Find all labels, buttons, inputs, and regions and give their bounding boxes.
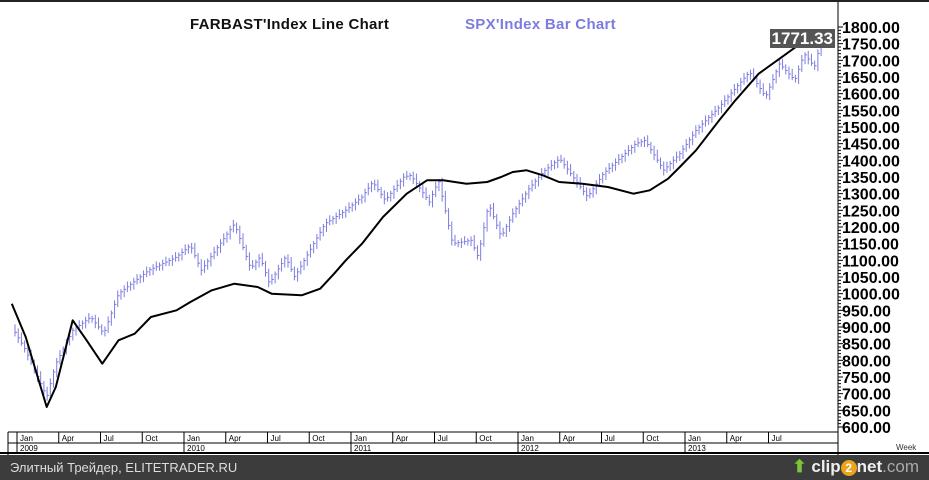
line-series-title: FARBAST'Index Line Chart (190, 16, 390, 33)
y-tick-label: 1450.00 (842, 137, 900, 154)
y-tick-label: 1650.00 (842, 70, 900, 87)
y-tick-label: 1000.00 (842, 287, 900, 304)
y-tick-label: 750.00 (842, 370, 891, 387)
y-tick-label: 800.00 (842, 353, 891, 370)
x-year-label: 2009 (20, 444, 38, 453)
y-tick-label: 700.00 (842, 387, 891, 404)
y-tick-label: 650.00 (842, 403, 891, 420)
x-year-label: 2012 (521, 444, 539, 453)
y-tick-label: 1500.00 (842, 120, 900, 137)
chart-frame: 1800.00 1750.00 1700.00 1650.00 1600.00 1550.… (0, 0, 929, 455)
x-tick-label: Jan (521, 434, 534, 443)
x-tick-label: Jan (354, 434, 367, 443)
x-tick-label: Apr (730, 434, 743, 443)
y-tick-label: 1800.00 (842, 20, 900, 37)
x-tick-label: Jan (187, 434, 200, 443)
x-tick-label: Jan (688, 434, 701, 443)
y-tick-label: 1300.00 (842, 187, 900, 204)
x-period-label: Week (896, 443, 917, 452)
y-tick-label: 850.00 (842, 337, 891, 354)
y-tick-label: 1050.00 (842, 270, 900, 287)
y-tick-label: 1700.00 (842, 53, 900, 70)
clip2net-logo: ⬆ clip 2 net.com (792, 457, 919, 476)
x-year-label: 2010 (187, 444, 205, 453)
x-tick-label: Jul (438, 434, 448, 443)
x-year-label: 2011 (354, 444, 372, 453)
y-tick-label: 900.00 (842, 320, 891, 337)
y-tick-label: 1200.00 (842, 220, 900, 237)
x-tick-label: Apr (229, 434, 242, 443)
x-tick-label: Jul (271, 434, 281, 443)
y-tick-label: 1100.00 (842, 253, 899, 270)
source-text: Элитный Трейдер, ELITETRADER.RU (10, 460, 238, 475)
x-tick-label: Oct (479, 434, 492, 443)
x-tick-label: Oct (145, 434, 158, 443)
y-tick-label: 1750.00 (842, 37, 900, 54)
x-year-label: 2013 (688, 444, 706, 453)
y-tick-label: 600.00 (842, 420, 891, 437)
last-value-label: 1771.33 (769, 29, 835, 48)
y-tick-label: 1400.00 (842, 153, 900, 170)
upload-arrow-icon: ⬆ (792, 457, 807, 476)
x-tick-label: Jul (104, 434, 114, 443)
y-tick-label: 1250.00 (842, 203, 900, 220)
x-tick-label: Jan (20, 434, 33, 443)
x-tick-label: Apr (62, 434, 75, 443)
y-tick-label: 1600.00 (842, 87, 900, 104)
x-tick-label: Jul (605, 434, 615, 443)
chart-svg: 1800.001750.001700.001650.001600.001550.… (0, 2, 929, 455)
x-tick-label: Apr (563, 434, 576, 443)
footer-bar: Элитный Трейдер, ELITETRADER.RU ⬆ clip 2 n… (0, 455, 929, 480)
y-tick-label: 1550.00 (842, 103, 900, 120)
x-tick-label: Oct (312, 434, 325, 443)
y-tick-label: 1150.00 (842, 237, 899, 254)
y-tick-label: 1350.00 (842, 170, 900, 187)
x-tick-label: Oct (646, 434, 659, 443)
y-tick-label: 950.00 (842, 303, 891, 320)
farbast-line (10, 32, 822, 408)
x-tick-label: Jul (772, 434, 782, 443)
bar-series-title: SPX'Index Bar Chart (465, 16, 616, 33)
x-tick-label: Apr (396, 434, 409, 443)
